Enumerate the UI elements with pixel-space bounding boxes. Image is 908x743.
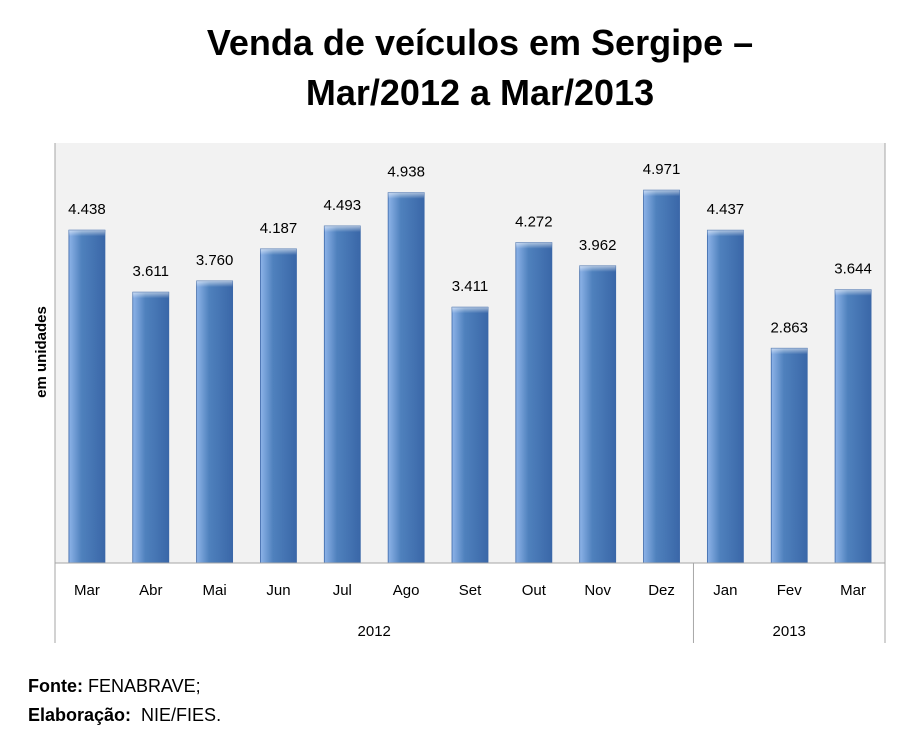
data-label-8: 3.962 [579,237,617,254]
source-note: Fonte: FENABRAVE; Elaboração: NIE/FIES. [28,672,221,730]
x-tick-label-5: Ago [393,582,420,599]
bar-3 [260,248,297,564]
x-tick-label-4: Jul [333,582,352,599]
data-label-12: 3.644 [834,261,872,278]
x-tick-label-3: Jun [266,582,290,599]
data-labels-group: 4.438 3.611 3.760 4.187 4.493 4.938 3.411 4.272… [68,161,872,336]
bar-6 [451,306,489,564]
bar-highlight-10 [707,230,744,237]
bar-highlight-8 [579,265,616,272]
x-tick-label-9: Dez [648,582,675,599]
x-tick-label-12: Mar [840,582,866,599]
bar-highlight-0 [68,230,105,237]
data-label-4: 4.493 [324,197,362,214]
bar-highlight-7 [515,242,552,249]
x-tick-label-7: Out [522,582,547,599]
x-tick-label-10: Jan [713,582,737,599]
chart-title-line-2: Mar/2012 a Mar/2013 [305,72,655,113]
chart-title-line-1: Venda de veículos em Sergipe – [206,22,754,63]
data-label-2: 3.760 [196,252,234,269]
bar-highlight-9 [643,190,680,197]
data-label-7: 4.272 [515,214,553,231]
bar-11 [770,347,808,564]
bar-highlight-1 [132,292,169,299]
x-tick-label-11: Fev [777,582,803,599]
bar-10 [706,229,744,564]
x-tick-label-0: Mar [74,582,100,599]
bar-highlight-5 [388,192,425,199]
bar-highlight-6 [452,307,488,314]
source-line: Fonte: FENABRAVE; [28,672,221,701]
x-axis: Mar Abr Mai Jun Jul Ago Set Out Nov Dez Jan Fev Mar 2… [54,143,886,643]
data-label-5: 4.938 [387,164,425,181]
bars-group [68,189,872,564]
elaboration-line: Elaboração: NIE/FIES. [28,701,221,730]
y-axis-label: em unidades [33,306,50,398]
data-label-0: 4.438 [68,201,106,218]
bar-8 [579,265,617,564]
bar-highlight-11 [771,348,808,355]
x-tick-label-8: Nov [584,582,611,599]
data-label-11: 2.863 [770,319,808,336]
x-tick-label-1: Abr [139,582,162,599]
bar-5 [387,192,425,564]
source-label: Fonte: [28,676,83,696]
bar-highlight-12 [835,289,872,296]
bar-0 [68,229,106,564]
bar-2 [196,280,234,564]
bar-12 [834,289,872,564]
bar-4 [323,225,361,564]
bar-highlight-3 [260,248,297,255]
bar-chart: 4.438 3.611 3.760 4.187 4.493 4.938 3.411 4.272… [33,143,886,643]
data-label-10: 4.437 [707,201,745,218]
data-label-6: 3.411 [452,278,488,295]
x-tick-label-2: Mai [203,582,227,599]
bar-9 [643,189,680,564]
data-label-3: 4.187 [260,220,298,237]
source-value: FENABRAVE; [82,676,201,696]
elaboration-label: Elaboração: [28,705,132,725]
bar-1 [132,291,170,564]
bar-7 [515,242,553,564]
year-group-label-1: 2013 [773,623,806,640]
bar-highlight-2 [196,281,233,287]
year-group-label-0: 2012 [358,623,391,640]
x-tick-label-6: Set [459,582,482,599]
elaboration-value: NIE/FIES. [131,705,222,725]
data-label-1: 3.611 [133,263,169,280]
bar-highlight-4 [324,226,361,233]
chart-title: Venda de veículos em Sergipe – Mar/2012 … [150,18,810,118]
data-label-9: 4.971 [643,161,681,178]
